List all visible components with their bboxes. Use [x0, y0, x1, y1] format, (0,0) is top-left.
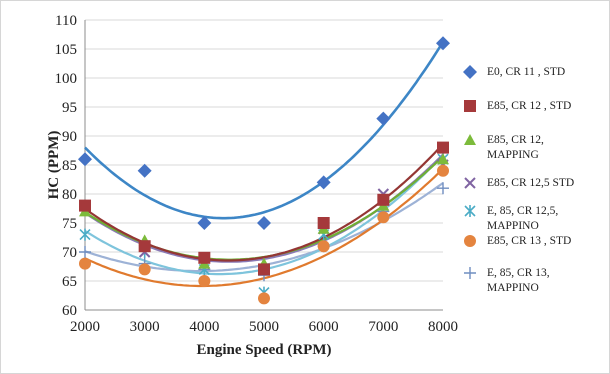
y-tick-label: 75	[62, 216, 77, 232]
data-points	[78, 36, 450, 305]
data-point-diamond	[463, 65, 477, 79]
legend-label: E85, CR 12, MAPPING	[487, 134, 544, 161]
y-tick-label: 70	[62, 245, 77, 261]
data-point-plus	[437, 182, 449, 195]
y-tick-label: 105	[55, 42, 78, 58]
trendline	[84, 41, 445, 220]
data-point-star	[79, 228, 91, 241]
data-point-square	[317, 217, 330, 229]
data-point-square	[79, 199, 91, 212]
data-point-square	[138, 240, 151, 253]
data-point-diamond	[257, 216, 271, 230]
data-point-diamond	[436, 36, 450, 51]
x-tick-label: 3000	[130, 319, 160, 335]
x-tick-labels: 2000 3000 4000 5000 6000 7000 8000	[70, 319, 458, 335]
data-point-plus	[79, 246, 91, 258]
x-tick-label: 5000	[249, 319, 279, 335]
legend-label: E, 85, CR 13, MAPPINO	[487, 267, 550, 294]
legend-label: E85, CR 13 , STD	[487, 235, 571, 247]
data-point-circle	[377, 211, 390, 224]
legend: E0, CR 11 , STD E85, CR 12 , STD E85, CR 1…	[463, 65, 574, 294]
y-tick-label: 65	[62, 274, 77, 290]
x-tick-label: 7000	[368, 319, 398, 335]
y-tick-labels: 60 65 70 75 80 85 90 95 100 105 110	[55, 13, 78, 319]
y-tick-label: 85	[62, 158, 77, 174]
data-point-triangle	[437, 153, 449, 165]
y-tick-label: 100	[55, 71, 78, 87]
data-point-square	[198, 251, 211, 264]
x-tick-label: 6000	[309, 319, 339, 335]
x-tick-label: 2000	[70, 319, 100, 335]
x-axis-title: Engine Speed (RPM)	[197, 342, 332, 358]
legend-label: E85, CR 12 , STD	[487, 100, 571, 112]
data-point-circle	[317, 240, 330, 253]
y-tick-label: 60	[62, 303, 77, 319]
data-point-circle	[258, 292, 270, 305]
y-tick-label: 95	[62, 100, 77, 116]
data-point-circle	[464, 235, 476, 247]
legend-label: E, 85, CR 12,5, MAPPINO	[487, 205, 558, 232]
data-point-diamond	[376, 111, 391, 126]
x-tick-label: 4000	[189, 319, 219, 335]
y-tick-label: 90	[62, 129, 77, 145]
data-point-diamond	[78, 152, 92, 167]
data-point-diamond	[316, 175, 331, 190]
data-point-diamond	[197, 216, 212, 230]
data-point-plus	[464, 267, 476, 279]
data-point-square	[437, 141, 449, 154]
legend-label: E0, CR 11 , STD	[487, 66, 565, 78]
data-point-square	[464, 100, 476, 112]
data-point-circle	[437, 164, 449, 177]
x-tick-label: 8000	[428, 319, 458, 335]
data-point-square	[377, 193, 390, 206]
data-point-square	[258, 263, 270, 276]
data-point-star	[464, 205, 476, 217]
data-point-circle	[79, 257, 91, 270]
y-tick-label: 110	[55, 13, 77, 29]
data-point-circle	[138, 263, 151, 276]
y-tick-label: 80	[62, 187, 77, 203]
data-point-triangle	[464, 134, 476, 145]
data-point-circle	[198, 275, 211, 287]
y-axis-title: HC (PPM)	[46, 131, 62, 200]
data-point-diamond	[137, 163, 152, 178]
legend-label: E85, CR 12,5 STD	[487, 177, 574, 189]
data-point-x	[464, 177, 476, 189]
